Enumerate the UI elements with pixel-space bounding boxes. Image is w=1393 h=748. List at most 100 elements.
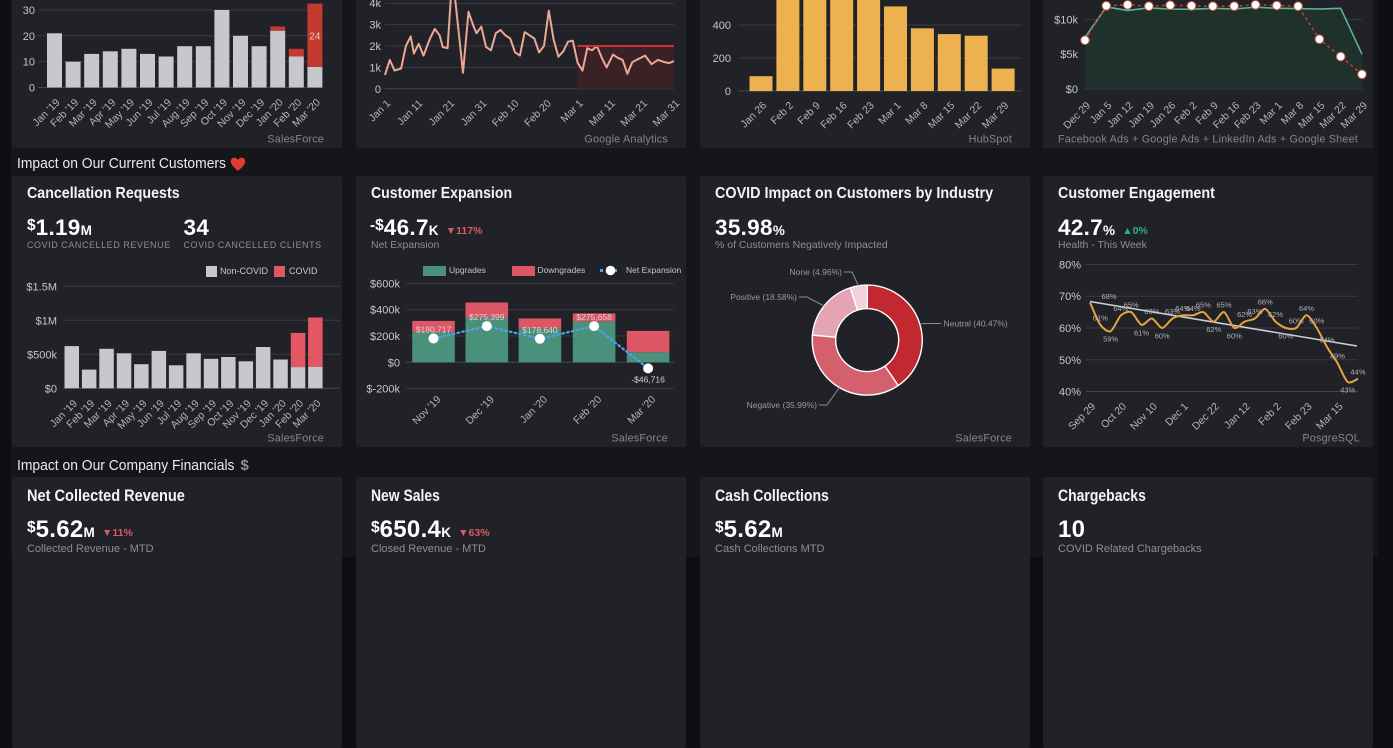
svg-text:0: 0 <box>375 84 381 96</box>
svg-text:68%: 68% <box>1101 292 1116 301</box>
svg-text:Facebook Ads + Google Ads + Li: Facebook Ads + Google Ads + LinkedIn Ads… <box>1058 134 1358 146</box>
svg-text:0: 0 <box>725 86 731 98</box>
svg-text:50%: 50% <box>1059 355 1081 367</box>
svg-text:65%: 65% <box>1216 301 1231 310</box>
svg-text:$600k: $600k <box>370 278 400 290</box>
svg-text:Feb '20: Feb '20 <box>571 394 604 427</box>
svg-text:Dec 29: Dec 29 <box>1061 100 1093 132</box>
svg-text:60%: 60% <box>1227 332 1242 341</box>
svg-text:$200k: $200k <box>370 331 400 343</box>
svg-text:$0: $0 <box>1066 84 1078 96</box>
svg-text:Jan 21: Jan 21 <box>427 98 458 129</box>
svg-text:64%: 64% <box>1299 304 1314 313</box>
svg-text:61%: 61% <box>1093 313 1108 322</box>
svg-text:$275,399: $275,399 <box>469 312 505 322</box>
svg-text:60%: 60% <box>1278 332 1293 341</box>
svg-text:0: 0 <box>29 83 35 95</box>
svg-text:63%: 63% <box>1144 307 1159 316</box>
svg-text:Mar 22: Mar 22 <box>953 100 985 132</box>
svg-text:PosgreSQL: PosgreSQL <box>1302 433 1360 445</box>
svg-text:$1.5M: $1.5M <box>26 281 57 293</box>
svg-text:$178,640: $178,640 <box>522 325 558 335</box>
svg-text:70%: 70% <box>1059 291 1081 303</box>
svg-text:Feb 23: Feb 23 <box>1283 401 1315 433</box>
svg-text:10: 10 <box>23 57 35 69</box>
svg-text:61%: 61% <box>1134 328 1149 337</box>
svg-text:Mar 21: Mar 21 <box>618 98 650 130</box>
svg-text:Jan 12: Jan 12 <box>1222 401 1253 432</box>
svg-text:Dec '19: Dec '19 <box>463 394 497 428</box>
svg-text:Sep 29: Sep 29 <box>1066 401 1098 433</box>
svg-text:Mar 15: Mar 15 <box>1314 401 1346 433</box>
svg-text:HubSpot: HubSpot <box>969 134 1012 146</box>
svg-text:Mar 1: Mar 1 <box>1257 100 1285 128</box>
svg-text:Feb 16: Feb 16 <box>818 100 850 132</box>
svg-text:SalesForce: SalesForce <box>267 433 324 445</box>
svg-text:Feb 20: Feb 20 <box>522 98 554 130</box>
svg-text:Jan '20: Jan '20 <box>518 394 550 426</box>
svg-text:400: 400 <box>713 20 731 32</box>
svg-text:59%: 59% <box>1103 335 1118 344</box>
svg-text:43%: 43% <box>1340 386 1355 395</box>
svg-text:Jan 26: Jan 26 <box>738 100 769 131</box>
svg-text:Feb 10: Feb 10 <box>490 98 522 130</box>
svg-text:$10k: $10k <box>1054 14 1078 26</box>
svg-text:1k: 1k <box>369 62 381 74</box>
svg-text:Negative (35.99%): Negative (35.99%) <box>747 400 818 410</box>
svg-text:64%: 64% <box>1113 304 1128 313</box>
svg-text:$400k: $400k <box>370 305 400 317</box>
svg-text:64%: 64% <box>1175 304 1190 313</box>
svg-text:44%: 44% <box>1350 367 1365 376</box>
svg-text:Feb 2: Feb 2 <box>1172 100 1200 128</box>
svg-text:None (4.96%): None (4.96%) <box>790 267 843 277</box>
svg-text:2k: 2k <box>369 41 381 53</box>
svg-text:$5k: $5k <box>1060 49 1078 61</box>
svg-text:Mar 1: Mar 1 <box>558 98 586 126</box>
svg-text:Mar 15: Mar 15 <box>926 100 958 132</box>
svg-text:Nov 10: Nov 10 <box>1128 401 1160 433</box>
svg-text:40%: 40% <box>1059 387 1081 399</box>
svg-text:60%: 60% <box>1059 323 1081 335</box>
svg-text:$180,717: $180,717 <box>416 325 452 335</box>
svg-text:SalesForce: SalesForce <box>267 134 324 146</box>
svg-text:63%: 63% <box>1247 307 1262 316</box>
svg-text:54%: 54% <box>1320 336 1335 345</box>
svg-text:65%: 65% <box>1196 301 1211 310</box>
svg-text:Mar '20: Mar '20 <box>625 394 658 427</box>
svg-text:30: 30 <box>23 5 35 17</box>
svg-text:Neutral (40.47%): Neutral (40.47%) <box>944 319 1008 329</box>
svg-text:Mar 1: Mar 1 <box>876 100 904 128</box>
svg-text:20: 20 <box>23 31 35 43</box>
svg-text:SalesForce: SalesForce <box>955 433 1012 445</box>
svg-text:65%: 65% <box>1124 301 1139 310</box>
svg-text:Dec 1: Dec 1 <box>1163 401 1191 429</box>
svg-text:63%: 63% <box>1165 307 1180 316</box>
svg-text:66%: 66% <box>1258 297 1273 306</box>
svg-text:49%: 49% <box>1330 351 1345 360</box>
svg-text:Positive (18.58%): Positive (18.58%) <box>730 292 797 302</box>
svg-text:Dec 22: Dec 22 <box>1190 401 1222 433</box>
svg-text:60%: 60% <box>1155 332 1170 341</box>
svg-text:Feb 23: Feb 23 <box>845 100 877 132</box>
svg-text:$1M: $1M <box>36 315 57 327</box>
svg-text:Jan 11: Jan 11 <box>395 98 425 128</box>
svg-text:62%: 62% <box>1268 310 1283 319</box>
svg-text:$-200k: $-200k <box>366 384 400 396</box>
svg-text:Feb 2: Feb 2 <box>1256 401 1284 429</box>
svg-text:24: 24 <box>309 32 321 43</box>
svg-text:Mar 11: Mar 11 <box>587 98 618 129</box>
svg-text:Jan 1: Jan 1 <box>366 98 393 125</box>
svg-text:Jan 31: Jan 31 <box>459 98 490 129</box>
svg-text:Mar 31: Mar 31 <box>651 98 683 130</box>
svg-text:3k: 3k <box>369 20 381 32</box>
svg-text:60%: 60% <box>1309 317 1324 326</box>
svg-text:Google Analytics: Google Analytics <box>584 134 668 146</box>
svg-text:4k: 4k <box>369 0 381 10</box>
svg-text:80%: 80% <box>1059 260 1081 272</box>
svg-text:$500k: $500k <box>27 349 57 361</box>
svg-text:64%: 64% <box>1186 304 1201 313</box>
svg-text:SalesForce: SalesForce <box>611 433 668 445</box>
svg-text:Nov '19: Nov '19 <box>410 394 444 428</box>
svg-text:62%: 62% <box>1237 310 1252 319</box>
svg-text:Mar 29: Mar 29 <box>980 100 1012 132</box>
